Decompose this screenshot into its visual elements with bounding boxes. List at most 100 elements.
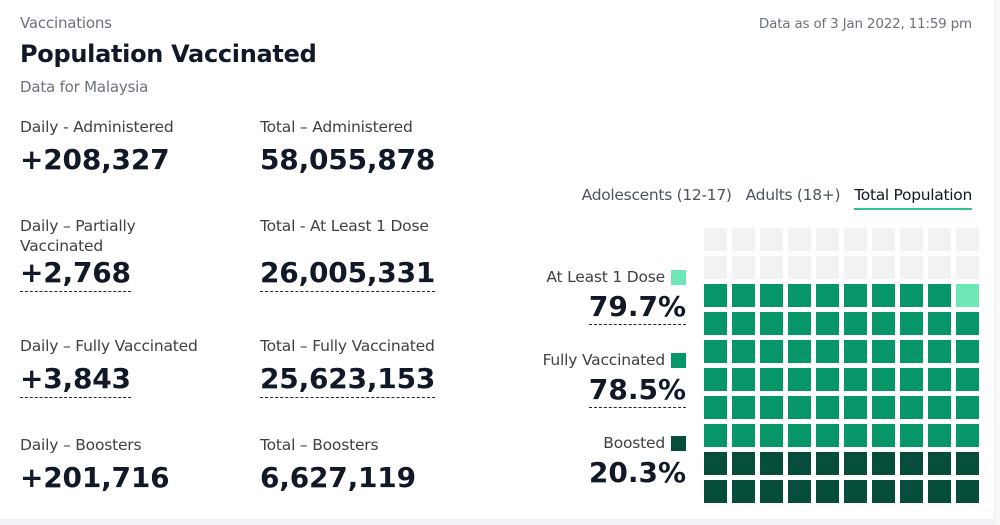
waffle-cell-boosted: [704, 452, 727, 475]
waffle-cell-boosted: [956, 452, 979, 475]
waffle-cell-fully-vaccinated: [872, 312, 895, 335]
waffle-cell-fully-vaccinated: [788, 284, 811, 307]
waffle-cell-empty: [956, 228, 979, 251]
waffle-cell-boosted: [816, 452, 839, 475]
waffle-cell-empty: [844, 228, 867, 251]
stat-label: Total - At Least 1 Dose: [260, 217, 429, 235]
stat-value[interactable]: 26,005,331: [260, 256, 435, 292]
legend-boosted: Boosted 20.3%: [589, 434, 686, 490]
waffle-cell-empty: [704, 256, 727, 279]
waffle-cell-empty: [900, 256, 923, 279]
stat-value: +201,716: [20, 461, 170, 494]
waffle-cell-empty: [816, 228, 839, 251]
waffle-cell-boosted: [928, 452, 951, 475]
waffle-cell-fully-vaccinated: [844, 312, 867, 335]
waffle-cell-boosted: [816, 480, 839, 503]
waffle-cell-boosted: [844, 452, 867, 475]
tab-total-population[interactable]: Total Population: [854, 186, 972, 210]
stat-total-at-least-1: Total - At Least 1 Dose 26,005,331: [260, 216, 490, 292]
stat-value: 58,055,878: [260, 143, 436, 176]
waffle-cell-fully-vaccinated: [816, 312, 839, 335]
population-tabs: Adolescents (12-17) Adults (18+) Total P…: [582, 186, 972, 210]
waffle-cell-empty: [844, 256, 867, 279]
waffle-cell-fully-vaccinated: [816, 396, 839, 419]
waffle-cell-fully-vaccinated: [788, 312, 811, 335]
waffle-cell-fully-vaccinated: [928, 396, 951, 419]
waffle-cell-fully-vaccinated: [928, 284, 951, 307]
legend-percent[interactable]: 78.5%: [588, 373, 686, 408]
stat-total-full: Total – Fully Vaccinated 25,623,153: [260, 336, 490, 398]
waffle-cell-fully-vaccinated: [872, 424, 895, 447]
subtitle: Data for Malaysia: [20, 78, 149, 96]
page-right-edge: [994, 0, 1000, 525]
waffle-cell-fully-vaccinated: [704, 396, 727, 419]
stat-daily-full: Daily – Fully Vaccinated +3,843: [20, 336, 250, 398]
waffle-cell-boosted: [788, 452, 811, 475]
legend-swatch-light-green: [671, 269, 686, 285]
waffle-cell-fully-vaccinated: [732, 396, 755, 419]
waffle-cell-fully-vaccinated: [816, 424, 839, 447]
waffle-cell-fully-vaccinated: [788, 340, 811, 363]
waffle-cell-fully-vaccinated: [760, 284, 783, 307]
stat-daily-boosters: Daily – Boosters +201,716: [20, 435, 250, 495]
stat-label: Total – Administered: [260, 118, 413, 136]
waffle-cell-fully-vaccinated: [928, 368, 951, 391]
waffle-cell-fully-vaccinated: [900, 396, 923, 419]
waffle-cell-fully-vaccinated: [872, 368, 895, 391]
waffle-cell-fully-vaccinated: [760, 396, 783, 419]
waffle-cell-fully-vaccinated: [788, 424, 811, 447]
waffle-cell-empty: [788, 228, 811, 251]
legend-label: At Least 1 Dose: [546, 268, 665, 286]
waffle-cell-fully-vaccinated: [844, 424, 867, 447]
waffle-cell-boosted: [900, 452, 923, 475]
waffle-cell-fully-vaccinated: [760, 368, 783, 391]
waffle-cell-fully-vaccinated: [704, 368, 727, 391]
stat-value[interactable]: +3,843: [20, 362, 131, 398]
waffle-cell-empty: [928, 256, 951, 279]
waffle-cell-fully-vaccinated: [900, 368, 923, 391]
waffle-cell-empty: [732, 256, 755, 279]
waffle-cell-empty: [760, 228, 783, 251]
waffle-cell-empty: [816, 256, 839, 279]
waffle-cell-fully-vaccinated: [732, 368, 755, 391]
legend-swatch-green: [671, 352, 686, 368]
waffle-cell-boosted: [732, 480, 755, 503]
waffle-cell-fully-vaccinated: [872, 340, 895, 363]
waffle-cell-boosted: [928, 480, 951, 503]
legend-fully-vaccinated: Fully Vaccinated 78.5%: [543, 351, 686, 408]
waffle-cell-boosted: [844, 480, 867, 503]
waffle-cell-fully-vaccinated: [788, 368, 811, 391]
stat-total-boosters: Total – Boosters 6,627,119: [260, 435, 490, 495]
stat-label: Daily – Fully Vaccinated: [20, 337, 198, 355]
waffle-cell-fully-vaccinated: [760, 424, 783, 447]
stat-value[interactable]: +2,768: [20, 256, 131, 292]
waffle-cell-fully-vaccinated: [704, 312, 727, 335]
waffle-cell-empty: [928, 228, 951, 251]
page-title: Population Vaccinated: [20, 40, 317, 68]
legend-percent[interactable]: 79.7%: [588, 290, 686, 325]
data-timestamp: Data as of 3 Jan 2022, 11:59 pm: [758, 16, 972, 32]
waffle-cell-fully-vaccinated: [928, 424, 951, 447]
waffle-cell-fully-vaccinated: [844, 368, 867, 391]
waffle-cell-fully-vaccinated: [900, 424, 923, 447]
waffle-cell-at-least-1-dose: [956, 284, 979, 307]
tab-adults[interactable]: Adults (18+): [745, 186, 841, 204]
stat-daily-partial: Daily – Partially Vaccinated +2,768: [20, 216, 220, 292]
stat-daily-administered: Daily - Administered +208,327: [20, 117, 250, 177]
waffle-cell-boosted: [872, 480, 895, 503]
stat-value[interactable]: 25,623,153: [260, 362, 435, 398]
legend-percent: 20.3%: [588, 456, 686, 489]
waffle-cell-fully-vaccinated: [816, 284, 839, 307]
waffle-cell-empty: [872, 228, 895, 251]
waffle-cell-boosted: [788, 480, 811, 503]
waffle-cell-fully-vaccinated: [816, 340, 839, 363]
waffle-cell-fully-vaccinated: [732, 424, 755, 447]
waffle-cell-boosted: [760, 480, 783, 503]
waffle-cell-fully-vaccinated: [732, 284, 755, 307]
waffle-cell-fully-vaccinated: [928, 340, 951, 363]
waffle-cell-boosted: [956, 480, 979, 503]
waffle-cell-empty: [788, 256, 811, 279]
waffle-cell-boosted: [872, 452, 895, 475]
waffle-cell-fully-vaccinated: [844, 340, 867, 363]
tab-adolescents[interactable]: Adolescents (12-17): [581, 186, 732, 204]
